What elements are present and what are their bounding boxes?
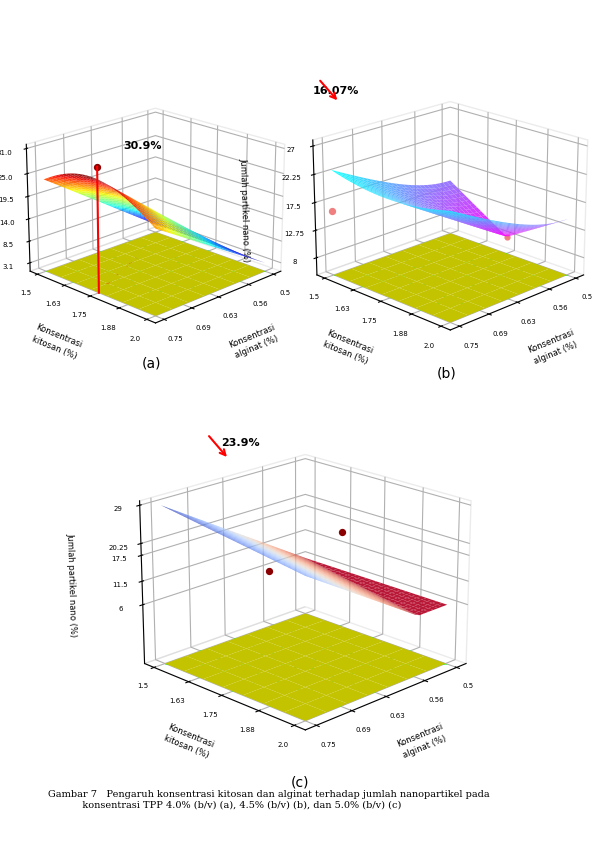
Text: 23.9%: 23.9% (221, 438, 260, 447)
Text: 30.9%: 30.9% (124, 141, 162, 151)
Y-axis label: Konsentrasi
kitosan (%): Konsentrasi kitosan (%) (161, 722, 215, 759)
Text: Gambar 7   Pengaruh konsentrasi kitosan dan alginat terhadap jumlah nanopartikel: Gambar 7 Pengaruh konsentrasi kitosan da… (48, 789, 489, 809)
Y-axis label: Konsentrasi
kitosan (%): Konsentrasi kitosan (%) (321, 328, 374, 366)
X-axis label: Konsentrasi
alginat (%): Konsentrasi alginat (%) (227, 322, 281, 361)
X-axis label: Konsentrasi
alginat (%): Konsentrasi alginat (%) (396, 722, 449, 759)
Text: 16.07%: 16.07% (312, 86, 359, 96)
Text: (a): (a) (142, 356, 161, 370)
X-axis label: Konsentrasi
alginat (%): Konsentrasi alginat (%) (527, 328, 580, 366)
Y-axis label: Konsentrasi
kitosan (%): Konsentrasi kitosan (%) (30, 322, 83, 361)
Text: (b): (b) (436, 366, 456, 380)
Text: (c): (c) (291, 775, 310, 789)
